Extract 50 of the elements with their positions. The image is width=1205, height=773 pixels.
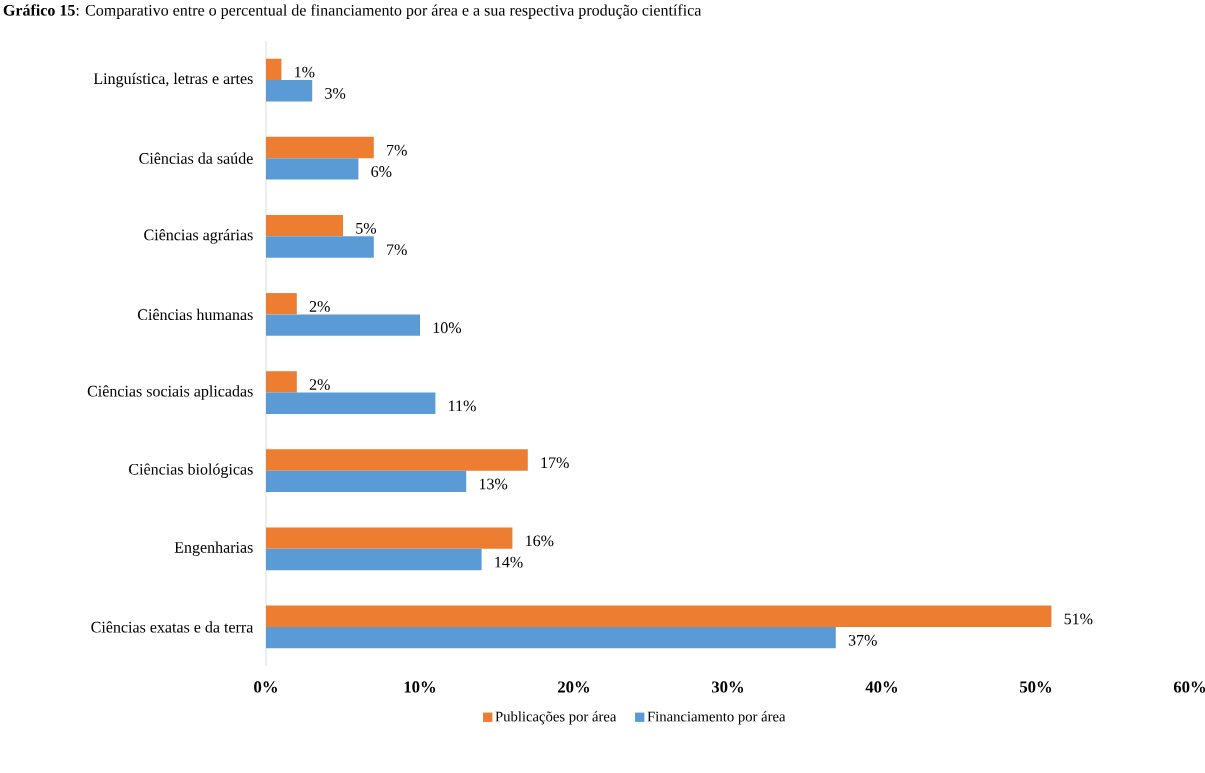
bar	[266, 626, 836, 649]
y-tick-label: Engenharias	[174, 541, 253, 557]
bar	[266, 214, 344, 237]
data-label: 2%	[309, 379, 330, 390]
bar	[266, 371, 297, 393]
data-label: 16%	[526, 535, 554, 547]
data-label: 3%	[325, 87, 346, 99]
data-label: 17%	[541, 457, 569, 469]
bar	[266, 605, 1052, 627]
data-label: 37%	[848, 634, 877, 646]
bar	[266, 80, 313, 102]
x-tick-label: 50%	[1020, 681, 1052, 693]
bar	[266, 527, 513, 549]
x-tick-label: 40%	[865, 681, 898, 693]
bar	[266, 392, 436, 414]
data-label: 10%	[433, 322, 462, 334]
y-tick-label: Ciências exatas e da terra	[91, 621, 254, 633]
bar	[266, 158, 359, 180]
bar	[266, 136, 374, 159]
bar	[266, 58, 282, 81]
x-tick-label: 0%	[254, 681, 277, 693]
y-tick-label: Linguística, letras e artes	[93, 72, 253, 88]
data-label: 5%	[356, 222, 377, 234]
data-label: 6%	[371, 166, 392, 177]
legend-label: Financiamento por área	[647, 711, 786, 725]
bar	[266, 449, 528, 471]
data-label: 51%	[1064, 613, 1093, 625]
data-label: 14%	[495, 556, 523, 568]
y-tick-label: Ciências biológicas	[129, 463, 253, 478]
bar	[266, 548, 482, 571]
x-tick-label: 60%	[1173, 681, 1205, 693]
data-label: 11%	[449, 400, 476, 412]
y-tick-label: Ciências agrárias	[144, 229, 253, 244]
chart-title: Gráfico 15: Comparativo entre o percentual de financiamento por área e a sua respectiva produção científica	[3, 4, 702, 19]
x-tick-label: 10%	[404, 681, 436, 693]
x-tick-label: 20%	[558, 681, 590, 693]
y-tick-label: Ciências sociais aplicadas	[87, 385, 253, 400]
x-tick-label: 30%	[711, 681, 744, 693]
data-label: 1%	[295, 66, 315, 78]
data-label: 7%	[387, 244, 407, 256]
data-label: 7%	[387, 144, 407, 156]
bar	[266, 470, 467, 493]
bar	[266, 236, 374, 258]
y-tick-label: Ciências humanas	[137, 308, 253, 321]
y-tick-label: Ciências da saúde	[139, 152, 253, 164]
bar	[266, 314, 421, 336]
legend-label: Publicações por área	[495, 711, 617, 725]
bar	[266, 293, 297, 315]
data-label: 2%	[309, 301, 330, 312]
data-label: 13%	[479, 478, 508, 490]
